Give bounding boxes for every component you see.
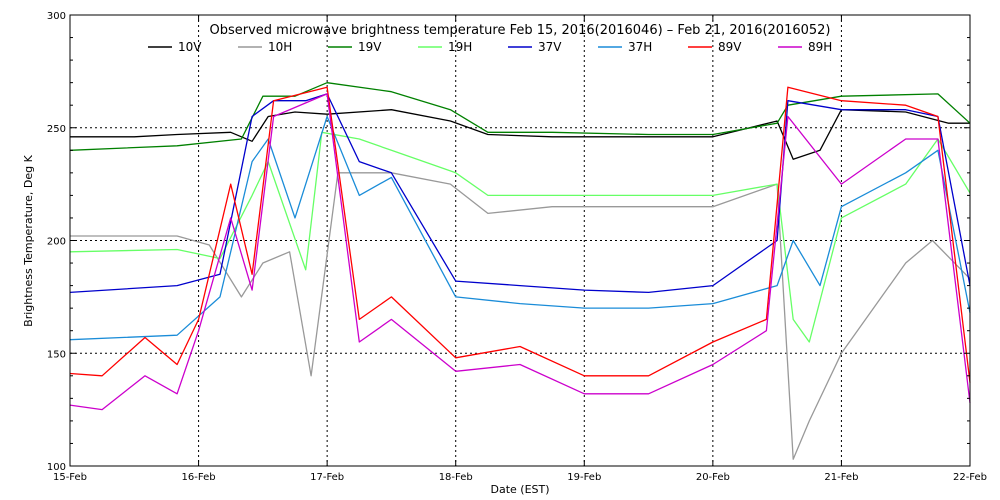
y-tick-label: 100 bbox=[47, 462, 66, 473]
x-axis-label: Date (EST) bbox=[490, 483, 549, 496]
x-tick-label: 15-Feb bbox=[53, 472, 87, 483]
series-line-19V bbox=[69, 82, 971, 151]
legend-label: 37V bbox=[538, 40, 562, 54]
x-tick-label: 20-Feb bbox=[696, 472, 730, 483]
x-tick-label: 19-Feb bbox=[567, 472, 601, 483]
y-tick-label: 150 bbox=[47, 349, 66, 360]
legend-label: 89H bbox=[808, 40, 832, 54]
x-tick-label: 16-Feb bbox=[182, 472, 216, 483]
series-line-19H bbox=[69, 131, 971, 343]
series-line-37V bbox=[69, 93, 971, 294]
axis-ticks: 15-Feb 16-Feb 17-Feb 18-Feb 19-Feb 20-Feb 21-F… bbox=[47, 11, 987, 483]
y-tick-label: 250 bbox=[47, 124, 66, 135]
series-line-10H bbox=[70, 172, 971, 460]
legend-label: 19V bbox=[358, 40, 382, 54]
legend-label: 37H bbox=[628, 40, 652, 54]
series-line-89H bbox=[69, 93, 971, 411]
chart-title: Observed microwave brightness temperatur… bbox=[209, 23, 830, 38]
legend-label: 10V bbox=[178, 40, 202, 54]
y-tick-label: 300 bbox=[47, 11, 66, 22]
series-line-10V bbox=[70, 109, 970, 160]
legend-label: 89V bbox=[718, 40, 742, 54]
series-line-37H bbox=[69, 115, 971, 341]
x-tick-label: 17-Feb bbox=[310, 472, 344, 483]
legend: 10V 10H 19V 19H 37V 37H 89V 89H bbox=[148, 40, 832, 54]
x-tick-label: 18-Feb bbox=[439, 472, 473, 483]
series-line-89V bbox=[69, 86, 971, 383]
legend-label: 19H bbox=[448, 40, 472, 54]
series-layer bbox=[69, 82, 971, 460]
x-tick-label: 21-Feb bbox=[824, 472, 858, 483]
x-tick-label: 22-Feb bbox=[953, 472, 987, 483]
y-tick-label: 200 bbox=[47, 237, 66, 248]
gridlines bbox=[70, 15, 970, 466]
y-axis-label: Brightness Temperature, Deg K bbox=[22, 154, 35, 326]
legend-label: 10H bbox=[268, 40, 292, 54]
